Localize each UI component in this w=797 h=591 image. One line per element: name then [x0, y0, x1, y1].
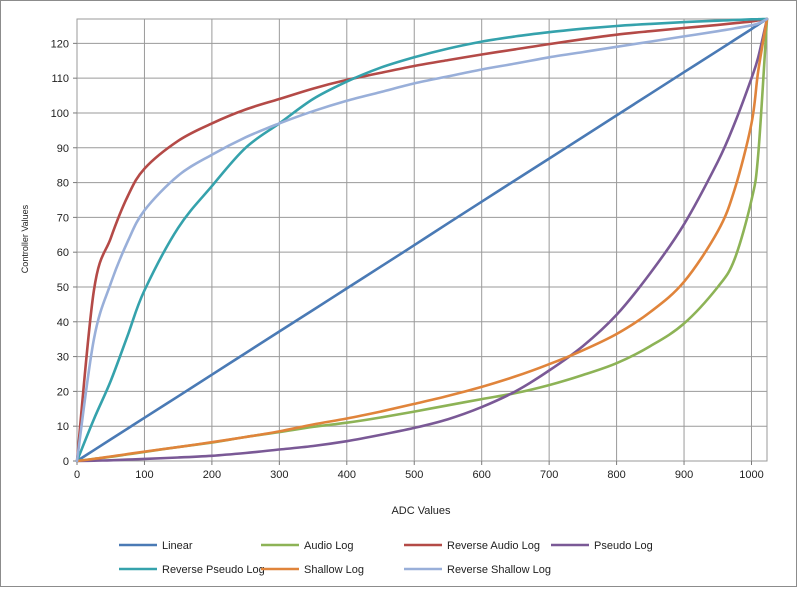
- series-line-pseudo-log: [75, 17, 769, 463]
- legend-label: Pseudo Log: [594, 540, 653, 552]
- y-tick-label: 40: [57, 317, 69, 329]
- x-axis-ticks: 0 100 200 300 400 500 600 700 800 900 1000: [74, 461, 764, 481]
- y-tick-label: 20: [57, 386, 69, 398]
- x-tick-label: 100: [135, 469, 153, 481]
- series-lines: [75, 17, 769, 463]
- plot-border: [76, 18, 768, 462]
- legend-item: Reverse Audio Log: [404, 540, 540, 552]
- legend-item: Audio Log: [261, 540, 354, 552]
- legend-label: Linear: [162, 540, 193, 552]
- legend-item: Pseudo Log: [551, 540, 653, 552]
- x-tick-label: 700: [540, 469, 558, 481]
- y-tick-label: 120: [51, 38, 69, 50]
- series-line-reverse-pseudo-log: [75, 17, 769, 463]
- legend-label: Reverse Pseudo Log: [162, 564, 265, 576]
- series-line-shallow-log: [75, 17, 769, 463]
- x-tick-label: 0: [74, 469, 80, 481]
- x-tick-label: 900: [675, 469, 693, 481]
- series-line-linear: [75, 17, 769, 463]
- x-tick-label: 400: [338, 469, 356, 481]
- legend-item: Shallow Log: [261, 564, 364, 576]
- legend-item: Linear: [119, 540, 193, 552]
- legend: Linear Audio Log Reverse Audio Log Pseudo L…: [119, 540, 653, 576]
- legend-item: Reverse Shallow Log: [404, 564, 551, 576]
- x-tick-label: 600: [473, 469, 491, 481]
- y-tick-label: 50: [57, 282, 69, 294]
- x-axis-label: ADC Values: [391, 505, 451, 517]
- y-tick-label: 0: [63, 456, 69, 468]
- y-axis-ticks: 0 10 20 30 40 50 60 70 80 90 100 110 120: [51, 38, 77, 468]
- x-tick-label: 1000: [739, 469, 763, 481]
- x-tick-label: 500: [405, 469, 423, 481]
- y-tick-label: 100: [51, 108, 69, 120]
- y-tick-label: 70: [57, 212, 69, 224]
- plot-area: [76, 18, 768, 462]
- y-axis-label: Controller Values: [20, 204, 30, 273]
- series-line-reverse-shallow-log: [75, 17, 769, 463]
- legend-label: Reverse Shallow Log: [447, 564, 551, 576]
- y-tick-label: 10: [57, 421, 69, 433]
- legend-label: Shallow Log: [304, 564, 364, 576]
- x-tick-label: 300: [270, 469, 288, 481]
- legend-label: Audio Log: [304, 540, 354, 552]
- x-tick-label: 200: [203, 469, 221, 481]
- y-tick-label: 90: [57, 143, 69, 155]
- y-tick-label: 110: [51, 73, 69, 85]
- legend-item: Reverse Pseudo Log: [119, 564, 265, 576]
- y-tick-label: 60: [57, 247, 69, 259]
- legend-label: Reverse Audio Log: [447, 540, 540, 552]
- series-line-reverse-audio-log: [75, 17, 769, 463]
- y-tick-label: 80: [57, 178, 69, 190]
- x-tick-label: 800: [607, 469, 625, 481]
- y-tick-label: 30: [57, 352, 69, 364]
